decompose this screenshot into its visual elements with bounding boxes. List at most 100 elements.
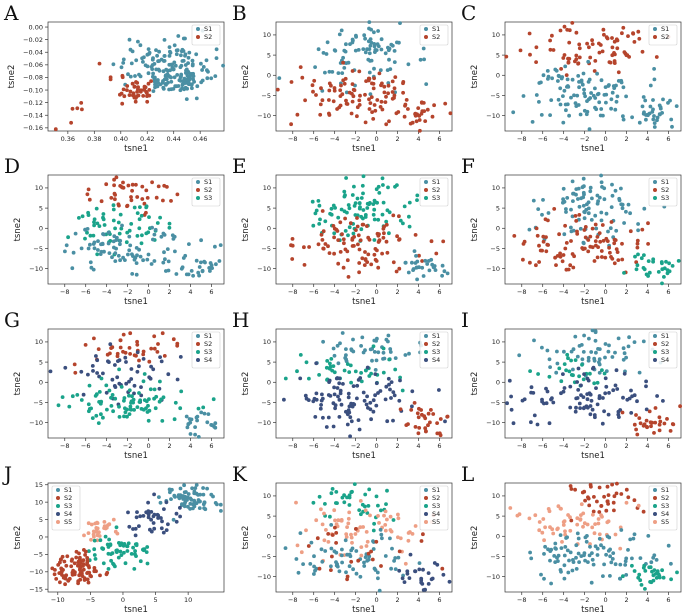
x-tick-label: −2 bbox=[123, 442, 133, 450]
y-tick-label: 0 bbox=[39, 533, 43, 541]
point-s1 bbox=[149, 262, 154, 266]
point-s2 bbox=[78, 568, 82, 572]
point-s1 bbox=[332, 549, 337, 554]
point-s2 bbox=[86, 187, 91, 192]
point-s1 bbox=[174, 52, 179, 57]
point-s1 bbox=[136, 39, 140, 44]
point-s2 bbox=[599, 504, 604, 508]
point-s4 bbox=[306, 398, 311, 402]
point-s2 bbox=[534, 45, 539, 50]
point-s3 bbox=[667, 261, 671, 266]
x-axis-title: tsne1 bbox=[124, 451, 148, 461]
point-s5 bbox=[563, 532, 567, 537]
point-s3 bbox=[647, 270, 652, 275]
x-tick-label: 4 bbox=[645, 288, 649, 296]
point-s1 bbox=[383, 554, 388, 558]
point-s1 bbox=[101, 232, 105, 236]
point-s1 bbox=[141, 60, 145, 64]
point-s2 bbox=[616, 70, 621, 75]
point-s4 bbox=[594, 386, 598, 390]
point-s2 bbox=[443, 101, 448, 106]
point-s4 bbox=[110, 377, 115, 382]
point-s2 bbox=[76, 579, 81, 584]
point-s1 bbox=[588, 544, 592, 549]
point-s1 bbox=[386, 81, 391, 85]
point-s3 bbox=[109, 558, 113, 563]
point-s2 bbox=[75, 106, 80, 111]
point-s1 bbox=[388, 67, 393, 71]
point-s1 bbox=[196, 270, 201, 275]
point-s5 bbox=[581, 524, 585, 529]
x-tick-label: 2 bbox=[395, 596, 399, 604]
point-s3 bbox=[359, 214, 364, 219]
point-s4 bbox=[327, 378, 332, 383]
point-s3 bbox=[133, 549, 138, 553]
point-s1 bbox=[162, 54, 167, 58]
point-s1 bbox=[589, 91, 593, 95]
point-s2 bbox=[133, 99, 138, 104]
point-s1 bbox=[521, 94, 526, 98]
point-s2 bbox=[588, 234, 593, 239]
point-s2 bbox=[398, 407, 403, 412]
point-s3 bbox=[335, 501, 339, 505]
point-s3 bbox=[367, 487, 372, 492]
point-s1 bbox=[652, 553, 657, 558]
point-s2 bbox=[64, 563, 69, 568]
point-s2 bbox=[321, 246, 326, 251]
point-s4 bbox=[108, 342, 113, 347]
y-tick-label: −10 bbox=[486, 265, 500, 273]
point-s2 bbox=[574, 219, 579, 223]
point-s3 bbox=[87, 549, 91, 553]
point-s1 bbox=[668, 98, 672, 103]
y-tick-label: 5 bbox=[496, 358, 500, 366]
x-tick-label: −4 bbox=[102, 442, 112, 450]
point-s2 bbox=[351, 87, 356, 92]
point-s1 bbox=[336, 361, 341, 366]
point-s2 bbox=[70, 557, 74, 562]
point-s1 bbox=[575, 531, 580, 536]
point-s4 bbox=[635, 399, 639, 404]
point-s4 bbox=[549, 397, 553, 402]
point-s1 bbox=[537, 100, 541, 104]
point-s2 bbox=[128, 89, 133, 94]
point-s4 bbox=[152, 526, 157, 531]
point-s4 bbox=[579, 383, 583, 388]
legend-marker-s1 bbox=[196, 334, 200, 338]
point-s4 bbox=[346, 408, 351, 412]
point-s2 bbox=[601, 238, 606, 243]
point-s1 bbox=[213, 421, 218, 426]
point-s5 bbox=[597, 532, 602, 537]
x-tick-label: 6 bbox=[437, 288, 441, 296]
point-s5 bbox=[332, 508, 337, 513]
point-s2 bbox=[632, 498, 637, 503]
point-s4 bbox=[91, 369, 95, 373]
legend-label-s3: S3 bbox=[661, 348, 669, 356]
point-s3 bbox=[311, 500, 316, 505]
point-s1 bbox=[602, 93, 607, 97]
x-axis-title: tsne1 bbox=[352, 451, 376, 461]
point-s1 bbox=[614, 228, 619, 233]
point-s4 bbox=[332, 385, 336, 390]
point-s2 bbox=[338, 88, 343, 93]
point-s3 bbox=[211, 397, 216, 402]
point-s1 bbox=[617, 196, 622, 201]
x-tick-label: 0.40 bbox=[114, 135, 128, 143]
point-s1 bbox=[628, 211, 632, 216]
legend-label-s5: S5 bbox=[432, 518, 440, 526]
point-s2 bbox=[99, 199, 104, 204]
point-s1 bbox=[129, 61, 134, 66]
legend-marker-s4 bbox=[424, 358, 428, 362]
legend-label-s4: S4 bbox=[661, 356, 669, 364]
point-s3 bbox=[359, 512, 363, 517]
point-s3 bbox=[662, 275, 666, 279]
point-s5 bbox=[547, 509, 552, 514]
point-s2 bbox=[355, 216, 359, 220]
point-s3 bbox=[393, 367, 398, 372]
point-s4 bbox=[282, 397, 286, 402]
y-tick-label: 10 bbox=[492, 184, 500, 192]
point-s1 bbox=[595, 553, 600, 557]
point-s5 bbox=[388, 528, 393, 532]
point-s2 bbox=[417, 118, 422, 122]
point-s1 bbox=[626, 548, 630, 552]
